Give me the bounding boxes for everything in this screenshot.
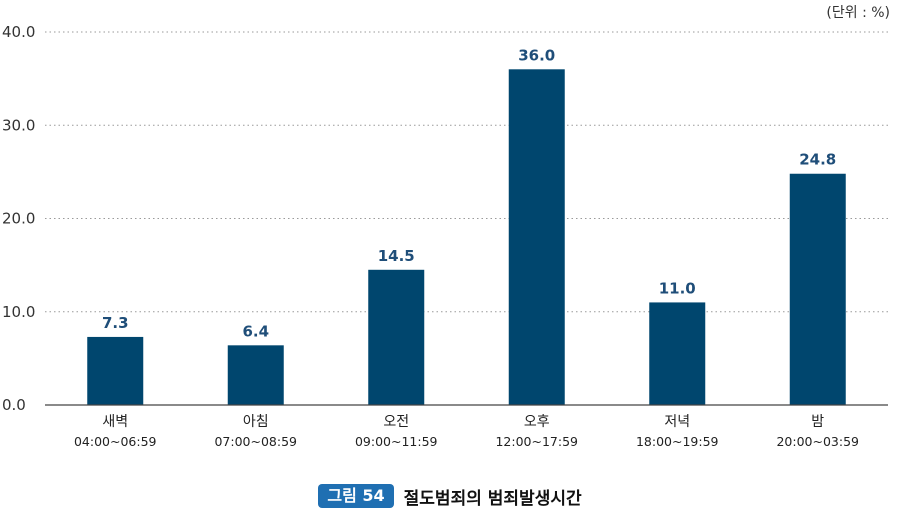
data-label: 36.0 (518, 46, 555, 64)
x-tick-sublabel: 09:00~11:59 (355, 434, 438, 449)
figure-title: 절도범죄의 범죄발생시간 (403, 488, 582, 509)
y-tick-label: 0.0 (2, 396, 26, 414)
x-tick-label: 밤 (811, 414, 824, 430)
x-axis-ticks: 새벽 04:00~06:59 아침 07:00~08:59 오전 09:00~11:59 오… (74, 414, 859, 449)
bars (87, 69, 846, 406)
y-tick-label: 40.0 (2, 23, 35, 41)
grid-lines (45, 31, 888, 313)
figure-number: 그림 54 (318, 484, 394, 508)
x-tick-sublabel: 12:00~17:59 (495, 434, 578, 449)
figure-caption: 그림 54 절도범죄의 범죄발생시간 (0, 481, 900, 511)
y-tick-label: 10.0 (2, 303, 35, 321)
x-tick-sublabel: 04:00~06:59 (74, 434, 157, 449)
x-tick-sublabel: 18:00~19:59 (636, 434, 719, 449)
y-tick-label: 30.0 (2, 116, 35, 134)
y-tick-label: 20.0 (2, 210, 35, 228)
y-axis-ticks: 0.0 10.0 20.0 30.0 40.0 (2, 23, 35, 414)
data-label: 24.8 (799, 151, 836, 169)
unit-label: (단위 : %) (826, 5, 890, 21)
data-labels: 7.3 6.4 14.5 36.0 11.0 24.8 (102, 46, 836, 340)
bar (368, 269, 425, 405)
bar (508, 69, 565, 406)
bar (227, 345, 284, 405)
x-tick-sublabel: 20:00~03:59 (776, 434, 859, 449)
bar (649, 302, 706, 405)
x-tick-label: 오전 (383, 414, 409, 430)
bar-chart: 0.0 10.0 20.0 30.0 40.0 7.3 6.4 14.5 36.0 11.0 24… (2, 23, 888, 449)
x-tick-label: 아침 (243, 414, 269, 430)
x-tick-sublabel: 07:00~08:59 (214, 434, 297, 449)
x-tick-label: 새벽 (102, 414, 128, 430)
bar (789, 173, 846, 405)
x-tick-label: 저녁 (664, 414, 690, 430)
bar (87, 336, 144, 405)
data-label: 6.4 (242, 322, 269, 340)
x-tick-label: 오후 (524, 414, 550, 430)
data-label: 11.0 (659, 279, 696, 297)
data-label: 7.3 (102, 314, 129, 332)
data-label: 14.5 (378, 247, 415, 265)
